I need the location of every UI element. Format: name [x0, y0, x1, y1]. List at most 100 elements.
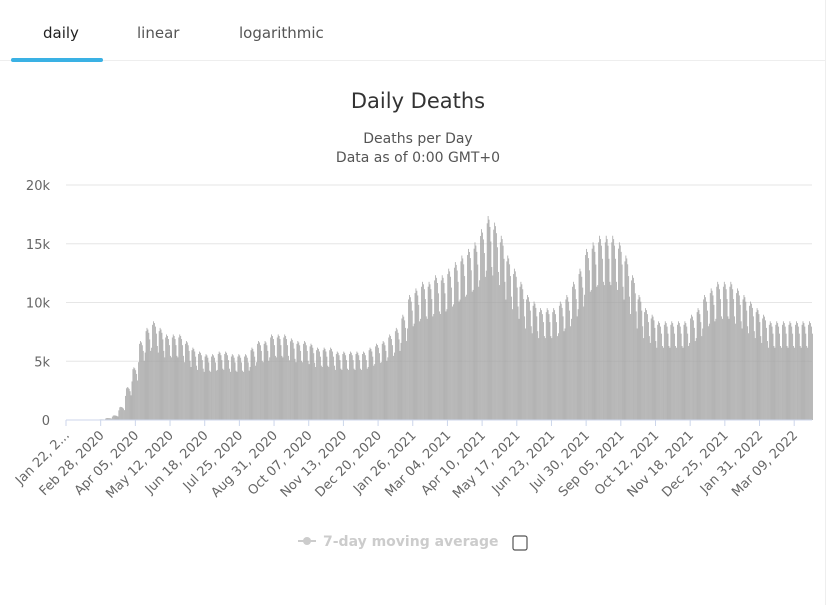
daily-bar[interactable] — [274, 355, 276, 420]
daily-bar[interactable] — [350, 352, 352, 420]
daily-bar[interactable] — [349, 351, 351, 420]
daily-bar[interactable] — [348, 369, 349, 420]
daily-bar[interactable] — [584, 294, 586, 420]
daily-bar[interactable] — [566, 294, 568, 420]
daily-bar[interactable] — [649, 342, 651, 420]
daily-bar[interactable] — [246, 357, 248, 420]
daily-bar[interactable] — [250, 350, 252, 420]
daily-bar[interactable] — [159, 327, 161, 420]
daily-bar[interactable] — [367, 367, 369, 420]
daily-bar[interactable] — [708, 323, 710, 420]
daily-bar[interactable] — [464, 276, 466, 420]
daily-bar[interactable] — [277, 334, 279, 420]
daily-bar[interactable] — [453, 304, 454, 420]
daily-bar[interactable] — [439, 314, 441, 420]
daily-bar[interactable] — [183, 355, 184, 420]
daily-bar[interactable] — [458, 301, 460, 420]
daily-bar[interactable] — [546, 308, 548, 420]
daily-bar[interactable] — [137, 380, 138, 420]
daily-bar[interactable] — [761, 342, 763, 420]
daily-bar[interactable] — [593, 245, 595, 420]
daily-bar[interactable] — [790, 323, 792, 420]
daily-bar[interactable] — [284, 334, 286, 420]
daily-bar[interactable] — [220, 355, 222, 420]
daily-bar[interactable] — [255, 365, 257, 420]
daily-bar[interactable] — [374, 364, 376, 420]
daily-bar[interactable] — [483, 239, 484, 420]
daily-bar[interactable] — [446, 309, 448, 420]
daily-bar[interactable] — [476, 251, 478, 420]
daily-bar[interactable] — [632, 275, 633, 420]
daily-bar[interactable] — [391, 339, 392, 420]
daily-bar[interactable] — [693, 327, 695, 420]
daily-bar[interactable] — [724, 284, 726, 420]
daily-bar[interactable] — [573, 284, 575, 420]
daily-bar[interactable] — [283, 337, 285, 420]
daily-bar[interactable] — [770, 323, 772, 420]
daily-bar[interactable] — [425, 316, 427, 420]
daily-bar[interactable] — [563, 331, 565, 420]
daily-bar[interactable] — [622, 286, 624, 420]
daily-bar[interactable] — [571, 318, 572, 420]
daily-bar[interactable] — [232, 355, 234, 421]
daily-bar[interactable] — [256, 362, 257, 420]
daily-bar[interactable] — [728, 318, 730, 420]
daily-bar[interactable] — [513, 268, 515, 420]
daily-bar[interactable] — [153, 321, 154, 420]
daily-bar[interactable] — [564, 328, 566, 420]
daily-bar[interactable] — [744, 297, 746, 420]
daily-bar[interactable] — [737, 290, 739, 420]
daily-bar[interactable] — [407, 328, 408, 420]
daily-bar[interactable] — [157, 352, 159, 420]
daily-bar[interactable] — [473, 248, 475, 420]
daily-bar[interactable] — [420, 318, 422, 420]
daily-bar[interactable] — [133, 367, 135, 420]
daily-bar[interactable] — [457, 281, 459, 420]
daily-bar[interactable] — [530, 326, 532, 420]
daily-bar[interactable] — [613, 239, 615, 420]
daily-bar[interactable] — [393, 355, 394, 420]
daily-bar[interactable] — [172, 334, 174, 420]
daily-bar[interactable] — [316, 350, 317, 420]
daily-bar[interactable] — [204, 356, 206, 420]
daily-bar[interactable] — [338, 355, 340, 420]
daily-bar[interactable] — [703, 299, 705, 420]
daily-bar[interactable] — [508, 258, 510, 420]
daily-bar[interactable] — [517, 306, 519, 421]
daily-bar[interactable] — [628, 276, 630, 420]
daily-bar[interactable] — [646, 310, 647, 420]
daily-bar[interactable] — [788, 324, 790, 420]
daily-bar[interactable] — [773, 345, 775, 420]
daily-bar[interactable] — [209, 370, 211, 420]
daily-bar[interactable] — [575, 299, 577, 420]
daily-bar[interactable] — [650, 318, 652, 420]
daily-bar[interactable] — [323, 347, 325, 420]
daily-bar[interactable] — [225, 351, 227, 420]
daily-bar[interactable] — [644, 312, 645, 420]
daily-bar[interactable] — [309, 346, 311, 420]
daily-bar[interactable] — [325, 351, 327, 421]
daily-bar[interactable] — [353, 368, 355, 420]
daily-bar[interactable] — [245, 354, 246, 420]
daily-bar[interactable] — [346, 360, 347, 420]
daily-bar[interactable] — [573, 281, 574, 420]
daily-bar[interactable] — [758, 314, 760, 420]
daily-bar[interactable] — [186, 342, 188, 420]
daily-bar[interactable] — [130, 395, 132, 420]
daily-bar[interactable] — [483, 253, 485, 420]
daily-bar[interactable] — [214, 357, 215, 420]
daily-bar[interactable] — [359, 360, 361, 420]
daily-bar[interactable] — [684, 321, 686, 420]
daily-bar[interactable] — [356, 351, 358, 420]
daily-bar[interactable] — [528, 297, 529, 420]
daily-bar[interactable] — [223, 369, 225, 420]
daily-bar[interactable] — [759, 322, 761, 420]
daily-bar[interactable] — [179, 334, 181, 420]
daily-bar[interactable] — [690, 318, 691, 420]
daily-bar[interactable] — [311, 345, 313, 420]
daily-bar[interactable] — [376, 343, 377, 420]
daily-bar[interactable] — [337, 352, 339, 420]
daily-bar[interactable] — [535, 307, 537, 420]
daily-bar[interactable] — [595, 264, 597, 420]
daily-bar[interactable] — [485, 270, 487, 420]
